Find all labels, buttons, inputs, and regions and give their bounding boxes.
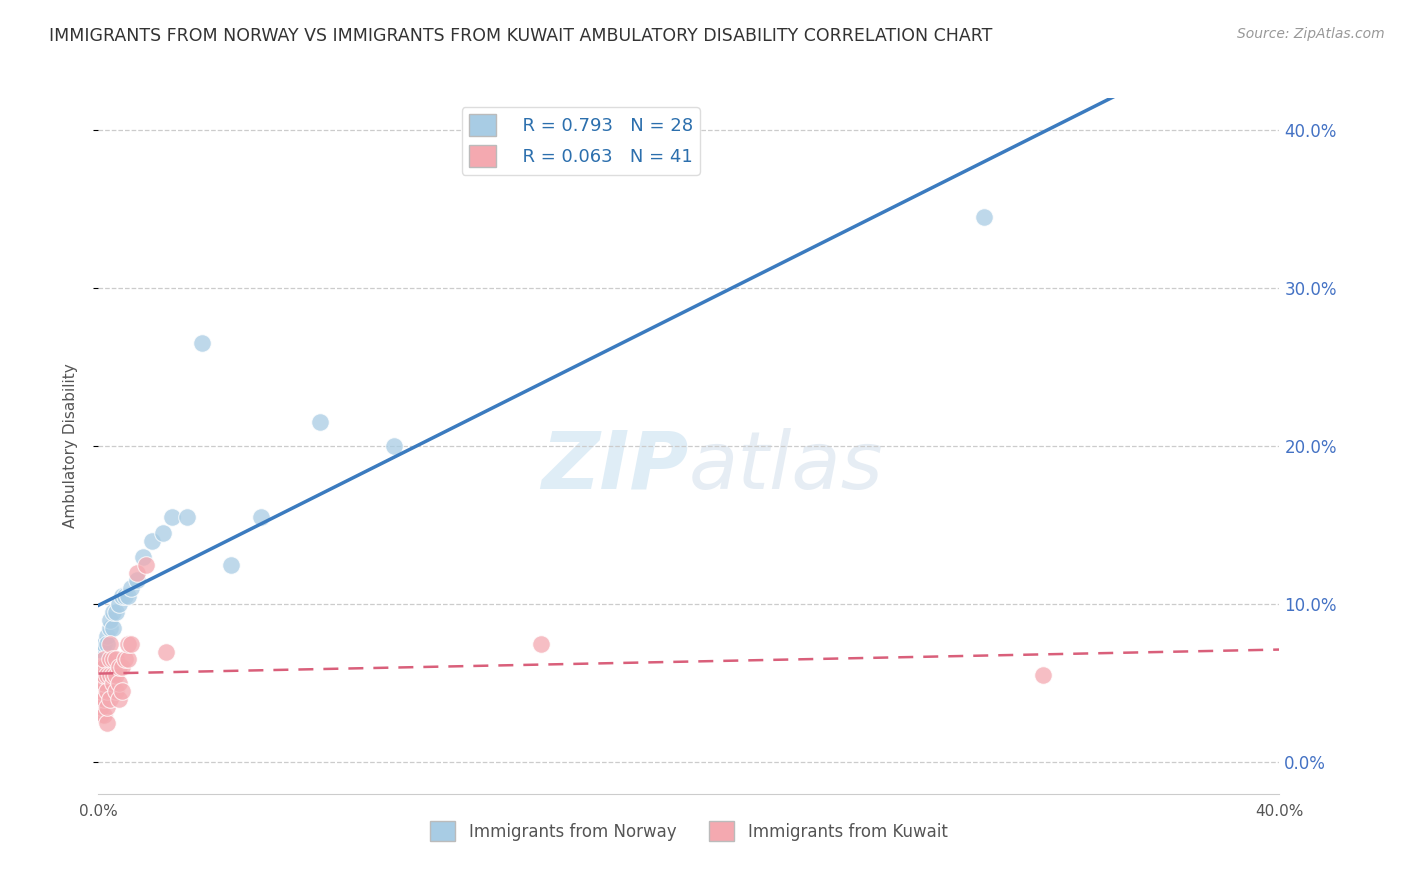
Point [108,676,131,690]
Point [120,637,142,651]
Point [98,621,121,635]
Point [98,668,121,682]
Point [176,510,198,524]
Point [125,574,148,588]
Point [90,660,112,674]
Point [96,684,118,698]
Point [96,637,118,651]
Point [132,549,155,564]
Point [98,637,121,651]
Point [103,605,125,619]
Point [117,652,139,666]
Point [114,652,136,666]
Point [382,439,405,453]
Point [90,676,112,690]
Point [108,692,131,706]
Point [96,699,118,714]
Y-axis label: Ambulatory Disability: Ambulatory Disability [63,364,77,528]
Point [98,652,121,666]
Point [93,692,115,706]
Point [98,692,121,706]
Point [96,629,118,643]
Point [105,652,128,666]
Point [93,668,115,682]
Point [103,668,125,682]
Point [90,699,112,714]
Point [90,684,112,698]
Point [162,510,183,524]
Point [111,684,134,698]
Point [105,684,128,698]
Point [103,652,125,666]
Point [90,707,112,722]
Point [530,637,553,651]
Point [90,668,112,682]
Point [155,644,177,658]
Point [1032,668,1054,682]
Point [117,589,139,603]
Point [191,336,214,351]
Point [221,558,243,572]
Point [96,715,118,730]
Point [108,597,131,611]
Point [90,668,112,682]
Point [93,637,115,651]
Point [93,660,115,674]
Text: atlas: atlas [689,428,884,506]
Point [103,676,125,690]
Point [96,668,118,682]
Point [135,558,157,572]
Text: Source: ZipAtlas.com: Source: ZipAtlas.com [1237,27,1385,41]
Point [111,589,134,603]
Point [93,644,115,658]
Point [152,525,174,540]
Point [105,605,128,619]
Point [120,582,142,596]
Point [114,589,136,603]
Point [105,668,128,682]
Point [93,676,115,690]
Point [108,660,131,674]
Point [125,566,148,580]
Point [973,210,995,224]
Point [111,660,134,674]
Point [93,707,115,722]
Point [141,533,163,548]
Point [93,652,115,666]
Point [309,415,332,429]
Point [103,621,125,635]
Point [117,637,139,651]
Point [90,692,112,706]
Point [98,613,121,627]
Text: ZIP: ZIP [541,428,689,506]
Point [250,510,273,524]
Text: IMMIGRANTS FROM NORWAY VS IMMIGRANTS FROM KUWAIT AMBULATORY DISABILITY CORRELATI: IMMIGRANTS FROM NORWAY VS IMMIGRANTS FRO… [49,27,993,45]
Legend: Immigrants from Norway, Immigrants from Kuwait: Immigrants from Norway, Immigrants from … [423,814,955,848]
Point [90,652,112,666]
